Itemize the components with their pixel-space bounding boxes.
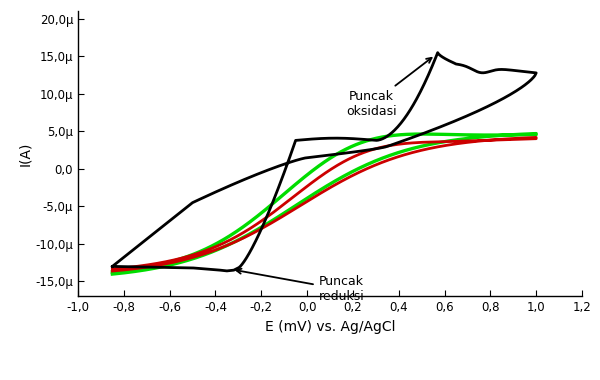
- Tir/DOPA: [196, 253, 203, 258]
- Tir/DOPA: [452, 142, 459, 146]
- Tir/DOPA 30 menit: [445, 58, 452, 63]
- Tir/DOPA 30 menit: [186, 203, 193, 207]
- Tir/DOPA: [295, 191, 302, 195]
- Buffer: [196, 255, 203, 259]
- Buffer: [374, 136, 381, 140]
- Tir/DOPA 30 menit: [152, 230, 160, 234]
- Buffer: [482, 134, 490, 139]
- Tir/DOPA: [109, 267, 116, 271]
- Tir/DOPA 30 menit: [434, 51, 441, 55]
- Tir/DOPA 30 menit: [109, 264, 116, 269]
- Tir/DOPA 30 menit: [456, 117, 463, 121]
- Legend: Buffer, Tir/DOPA, Tir/DOPA 30 menit: Buffer, Tir/DOPA, Tir/DOPA 30 menit: [158, 375, 502, 380]
- Buffer: [295, 180, 302, 184]
- Tir/DOPA: [374, 146, 381, 150]
- Buffer: [109, 272, 116, 276]
- Tir/DOPA: [109, 269, 116, 273]
- Tir/DOPA: [533, 135, 540, 140]
- Buffer: [280, 193, 287, 197]
- Tir/DOPA 30 menit: [428, 66, 435, 70]
- Buffer: [109, 269, 116, 274]
- Tir/DOPA 30 menit: [223, 269, 230, 273]
- Tir/DOPA: [482, 138, 490, 143]
- X-axis label: E (mV) vs. Ag/AgCl: E (mV) vs. Ag/AgCl: [265, 320, 395, 334]
- Buffer: [533, 131, 540, 136]
- Y-axis label: I(A): I(A): [19, 142, 32, 166]
- Line: Tir/DOPA 30 menit: Tir/DOPA 30 menit: [112, 53, 536, 271]
- Line: Tir/DOPA: Tir/DOPA: [112, 138, 536, 271]
- Text: Puncak
oksidasi: Puncak oksidasi: [346, 58, 431, 118]
- Tir/DOPA 30 menit: [216, 188, 223, 193]
- Tir/DOPA: [280, 203, 287, 207]
- Tir/DOPA 30 menit: [109, 264, 116, 269]
- Text: Puncak
reduksi: Puncak reduksi: [236, 269, 364, 303]
- Buffer: [452, 138, 459, 142]
- Line: Buffer: Buffer: [112, 134, 536, 274]
